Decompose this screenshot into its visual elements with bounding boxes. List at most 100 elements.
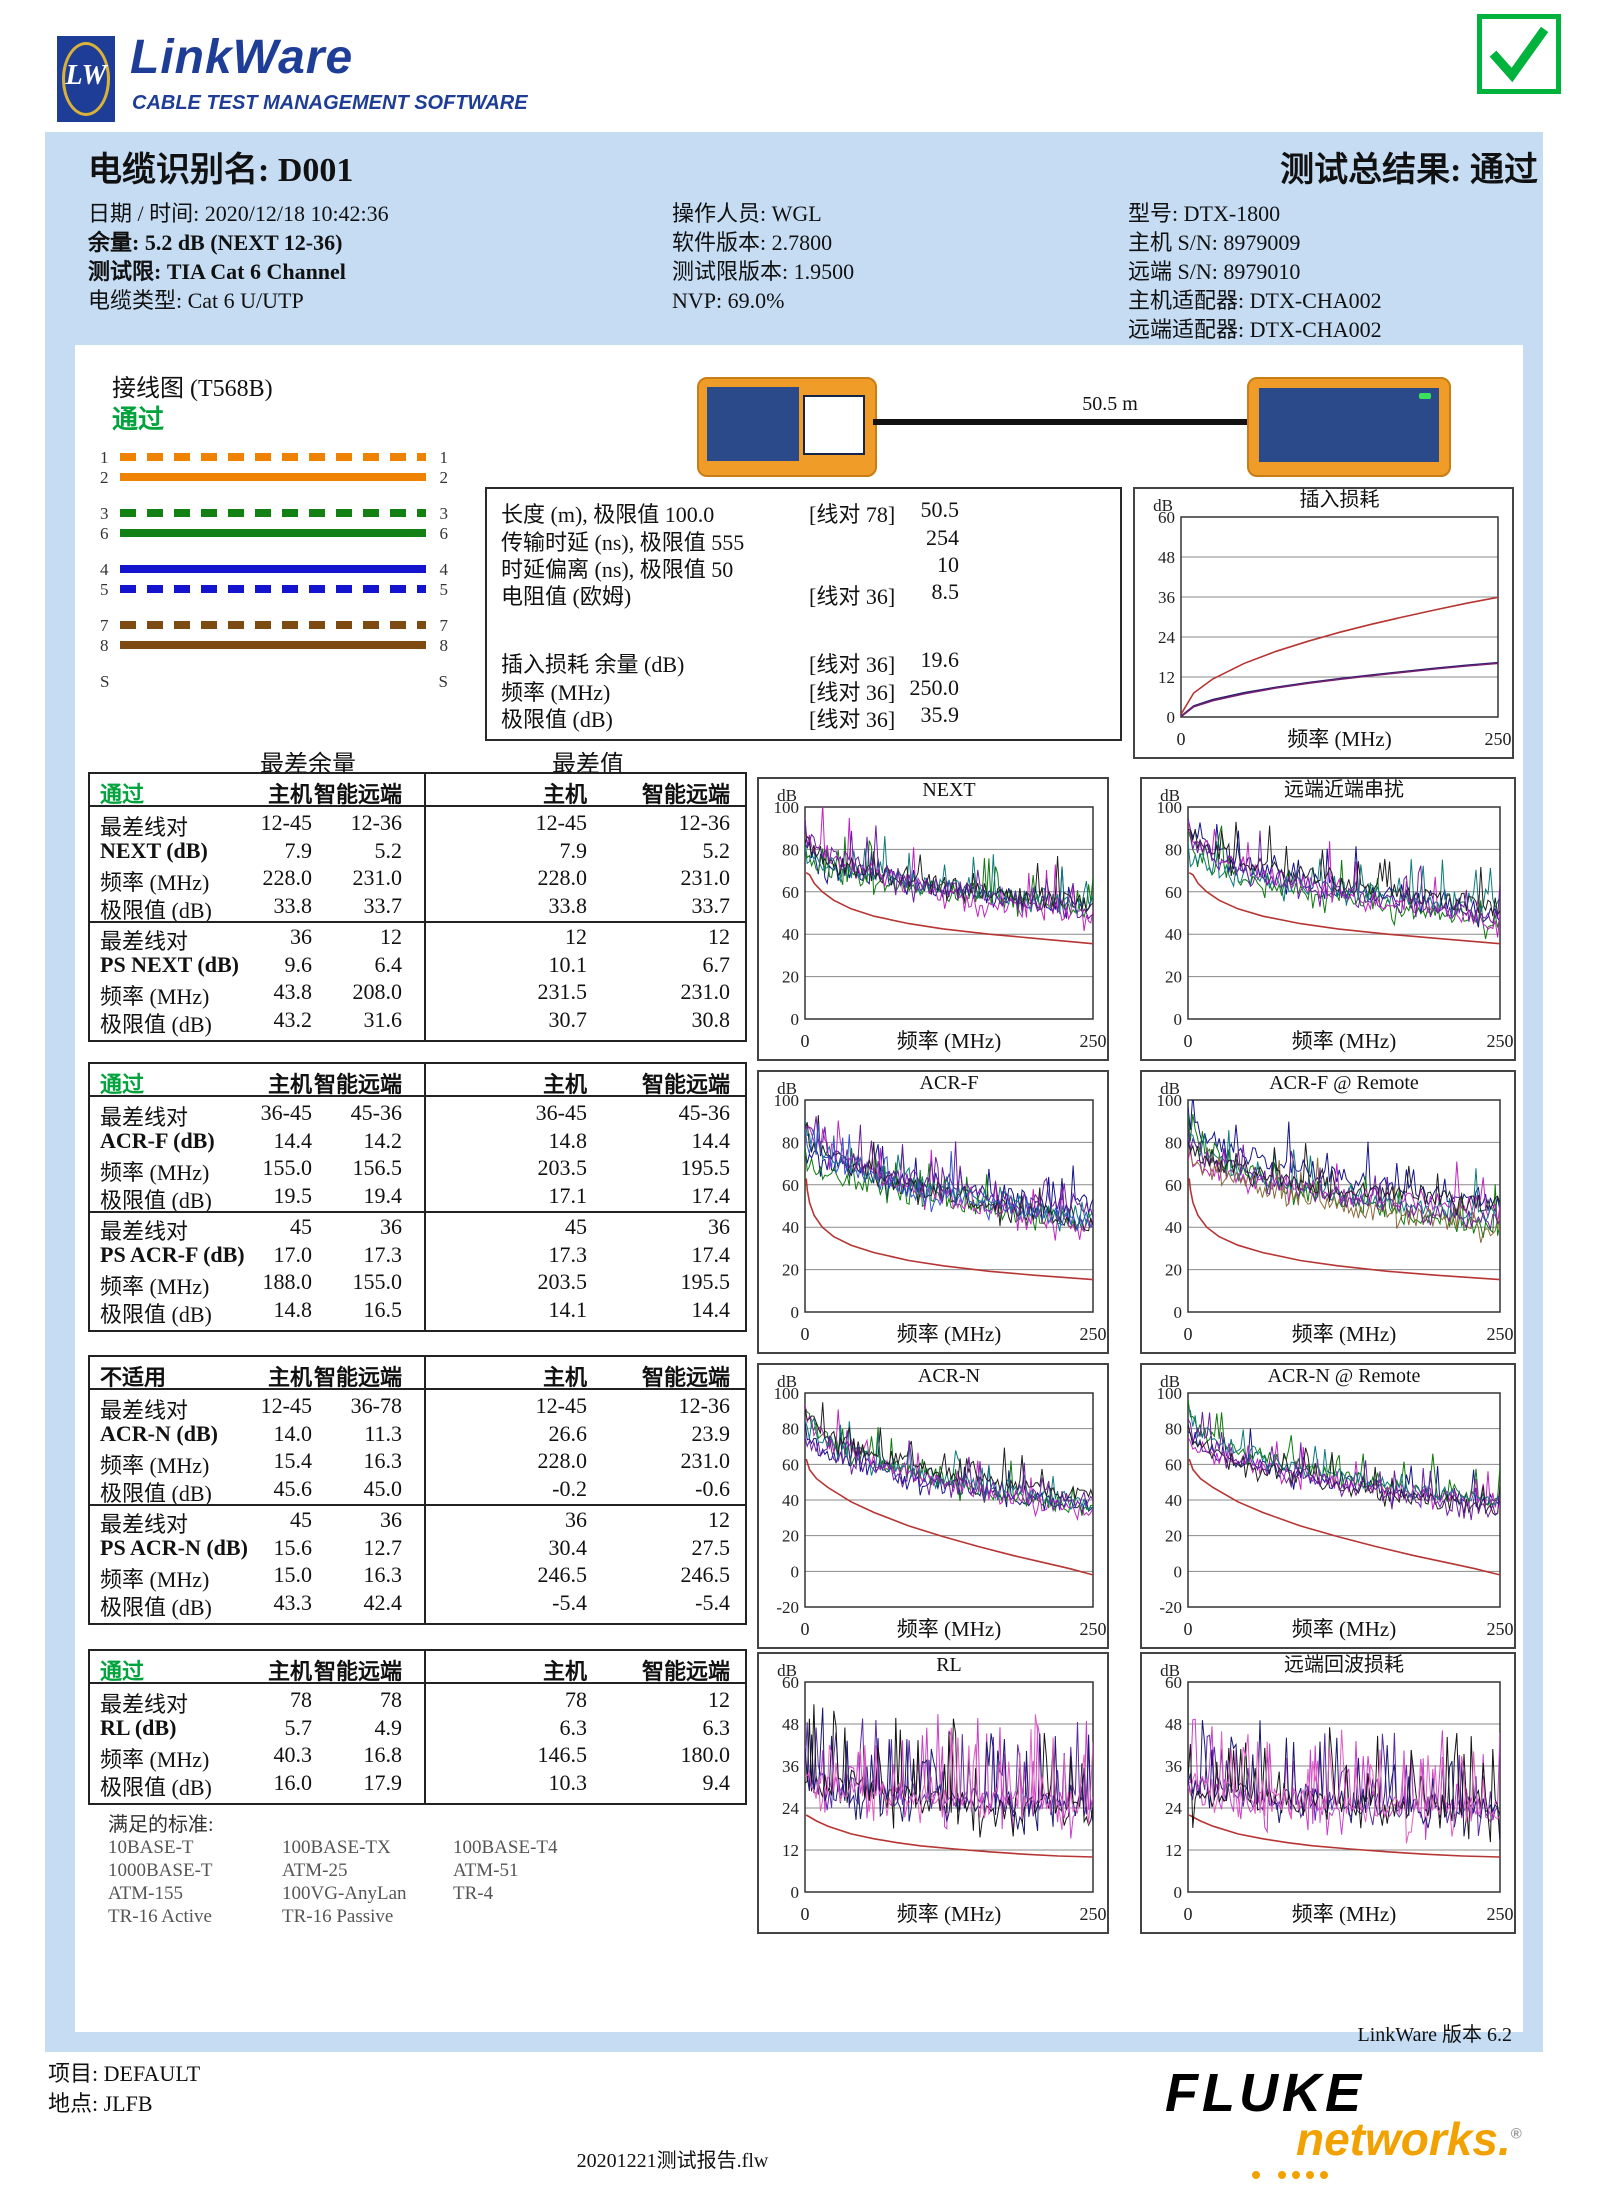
row-value: 12 [708, 924, 730, 949]
acrf-plot: ACR-F dB 0 20 40 60 80 100 0 250 频率 (MHz) [774, 1072, 1107, 1346]
svg-text:60: 60 [782, 883, 799, 902]
svg-text:频率 (MHz): 频率 (MHz) [897, 1322, 1001, 1346]
row-label: 频率 (MHz) [100, 984, 210, 1009]
svg-text:80: 80 [782, 1133, 799, 1152]
row-value: 155.0 [262, 1155, 313, 1180]
row-value: 17.1 [548, 1182, 588, 1208]
row-value: 14.4 [691, 1127, 731, 1153]
row-value: 10.3 [548, 1769, 588, 1795]
svg-text:dB: dB [1160, 1372, 1180, 1391]
svg-text:24: 24 [1158, 628, 1176, 647]
svg-text:60: 60 [1165, 1176, 1182, 1195]
row-value: 78 [290, 1687, 312, 1712]
svg-text:40: 40 [1165, 1218, 1182, 1237]
remote-tester-led [1419, 393, 1431, 399]
length-row-pair: [线对 36] [809, 584, 896, 609]
svg-text:80: 80 [782, 840, 799, 859]
row-value: 12 [708, 1687, 730, 1712]
next-plot: NEXT dB 0 20 40 60 80 100 0 250 频率 (MHz) [774, 779, 1107, 1053]
svg-text:250: 250 [1487, 1904, 1514, 1924]
row-value: 45 [290, 1507, 312, 1532]
results-table: 不适用 主机 智能远端 主机 智能远端 最差线对 12-45 36-78 12-45 12-36 A… [88, 1355, 747, 1625]
wire-pin-right: 3 [439, 504, 449, 523]
svg-text:80: 80 [1165, 1133, 1182, 1152]
svg-text:RL: RL [936, 1654, 962, 1676]
row-value: 12 [380, 924, 402, 949]
table-divider [424, 1651, 426, 1803]
row-value: 4.9 [374, 1714, 403, 1740]
length-row-value: 8.5 [931, 579, 960, 604]
column-header: 智能远端 [313, 1659, 402, 1684]
row-value: 16.0 [273, 1769, 313, 1795]
row-value: 12 [565, 924, 587, 949]
svg-text:dB: dB [777, 1661, 797, 1680]
info-column-right: 型号: DTX-1800 主机 S/N: 8979009 远端 S/N: 89790… [1128, 199, 1382, 344]
standard-item: TR-4 [453, 1883, 494, 1904]
row-value: 43.3 [273, 1589, 313, 1615]
row-value: 14.1 [548, 1296, 588, 1322]
svg-text:80: 80 [782, 1420, 799, 1439]
standard-item: 100BASE-TX [282, 1837, 391, 1858]
row-value: 156.5 [352, 1155, 403, 1180]
svg-text:40: 40 [1165, 1491, 1182, 1510]
info-line: 远端适配器: DTX-CHA002 [1128, 317, 1382, 342]
info-column-middle: 操作人员: WGL 软件版本: 2.7800 测试限版本: 1.9500 NVP: 6… [672, 199, 854, 315]
row-value: 19.4 [363, 1182, 403, 1208]
svg-text:ACR-F: ACR-F [920, 1072, 979, 1094]
svg-text:60: 60 [782, 1673, 799, 1692]
row-value: 43.2 [273, 1006, 313, 1032]
section-status: 不适用 [100, 1365, 167, 1390]
row-label: 最差线对 [100, 1398, 189, 1423]
svg-text:0: 0 [801, 1031, 810, 1051]
wire-pin-right: S [438, 672, 448, 691]
row-label: 频率 (MHz) [100, 1453, 210, 1478]
svg-text:48: 48 [1158, 548, 1175, 567]
row-value: -5.4 [552, 1589, 587, 1615]
length-row-value: 254 [926, 525, 959, 550]
row-value: 78 [380, 1687, 402, 1712]
chart-next-remote: 远端近端串扰 dB 0 20 40 60 80 100 0 250 频率 (MHz) [1140, 777, 1516, 1061]
header-underline [90, 805, 745, 807]
logo-subtitle: CABLE TEST MANAGEMENT SOFTWARE [132, 92, 528, 114]
column-header: 智能远端 [641, 1365, 730, 1390]
row-value: 15.0 [273, 1562, 313, 1587]
cable-length-label: 50.5 m [1082, 393, 1138, 415]
remote-tester-face [1259, 388, 1439, 462]
header-band [45, 132, 1543, 345]
wire-line [120, 473, 426, 481]
wire-pin-right: 1 [439, 448, 449, 467]
row-value: 12-36 [678, 1393, 730, 1418]
standard-item: TR-16 Passive [282, 1906, 394, 1927]
row-value: 231.5 [537, 979, 588, 1004]
row-value: 23.9 [691, 1420, 731, 1446]
svg-text:36: 36 [782, 1757, 799, 1776]
svg-text:100: 100 [774, 1091, 800, 1110]
svg-text:12: 12 [1158, 668, 1175, 687]
svg-text:0: 0 [1184, 1904, 1193, 1924]
standards-column: 10BASE-T 1000BASE-T ATM-155 TR-16 Active [108, 1836, 213, 1928]
length-results-table: 长度 (m), 极限值 100.0 [线对 78] 50.5 传输时延 (ns), 极… [485, 487, 1122, 741]
row-label: 极限值 (dB) [100, 1480, 212, 1506]
results-table: 通过 主机 智能远端 主机 智能远端 最差线对 12-45 12-36 12-45 12-36 NE… [88, 772, 747, 1042]
row-value: 30.7 [548, 1006, 588, 1032]
column-header: 智能远端 [641, 782, 730, 807]
length-row-pair: [线对 36] [809, 680, 896, 705]
row-value: 6.3 [702, 1714, 731, 1740]
standards-title: 满足的标准: [108, 1814, 214, 1836]
row-value: 195.5 [680, 1155, 731, 1180]
svg-text:频率 (MHz): 频率 (MHz) [1292, 1617, 1396, 1641]
row-value: 228.0 [537, 1448, 588, 1473]
row-value: 6.4 [374, 951, 403, 977]
svg-text:频率 (MHz): 频率 (MHz) [897, 1029, 1001, 1053]
svg-text:80: 80 [1165, 840, 1182, 859]
standard-item: 100VG-AnyLan [282, 1883, 407, 1904]
row-label: 极限值 (dB) [100, 1011, 212, 1037]
logo-oval [62, 42, 110, 116]
header-underline [90, 1095, 745, 1097]
standard-item: 10BASE-T [108, 1837, 194, 1858]
results-table: 通过 主机 智能远端 主机 智能远端 最差线对 36-45 45-36 36-45 45-36 AC… [88, 1062, 747, 1332]
svg-text:0: 0 [791, 1010, 800, 1029]
project-line: 项目: DEFAULT [48, 2061, 201, 2086]
wire-pin-right: 7 [439, 616, 449, 635]
